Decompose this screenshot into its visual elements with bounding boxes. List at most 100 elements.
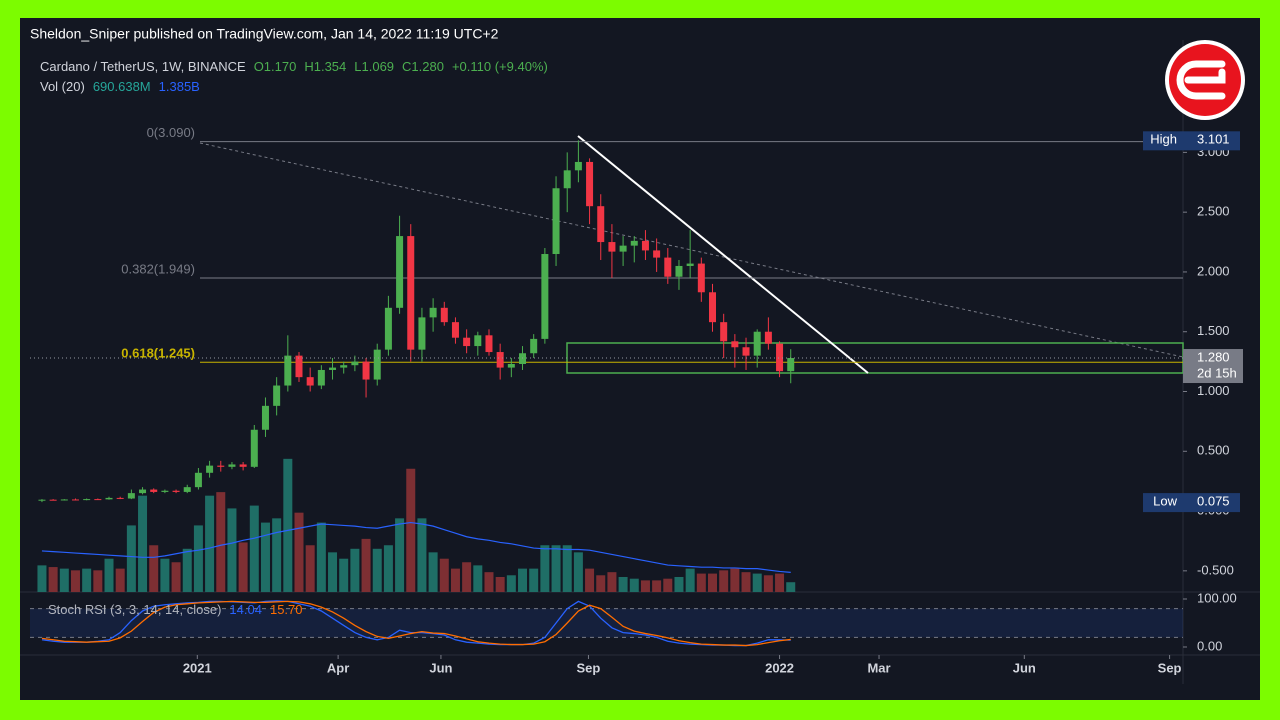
candle-body — [217, 465, 225, 467]
volume-bar — [462, 562, 472, 592]
candle-body — [139, 489, 147, 494]
candle-body — [407, 236, 415, 350]
candle-body — [686, 263, 694, 266]
volume-bar — [685, 568, 695, 592]
ohlc-change: +0.110 (+9.40%) — [452, 59, 548, 74]
volume-legend: Vol (20) 690.638M 1.385B — [40, 79, 200, 94]
candle-body — [250, 429, 258, 467]
x-tick-label: Apr — [327, 660, 349, 675]
volume-bar — [428, 552, 438, 592]
page-title: Sheldon_Sniper published on TradingView.… — [30, 26, 499, 42]
candle-body — [284, 355, 292, 386]
candle-body — [38, 499, 46, 501]
y-tick-label: -0.500 — [1197, 562, 1234, 577]
x-tick-label: Sep — [1158, 660, 1182, 675]
volume-bar — [406, 468, 416, 592]
candle-body — [183, 487, 191, 492]
volume-bar — [495, 576, 505, 592]
candle-body — [742, 347, 750, 356]
stoch-d-line — [41, 600, 791, 647]
candle-body — [429, 307, 437, 318]
volume-bar — [283, 458, 293, 592]
volume-bar — [37, 565, 47, 592]
candle-body — [597, 206, 605, 243]
candle-body — [94, 499, 102, 501]
candle-body — [105, 497, 113, 500]
fib-label: 0(3.090) — [147, 125, 195, 140]
candle-body — [485, 335, 493, 353]
candle-body — [496, 352, 504, 368]
x-tick-label: Jun — [429, 660, 452, 675]
volume-bar — [59, 568, 69, 592]
candle-body — [373, 349, 381, 380]
x-tick-label: Mar — [867, 660, 890, 675]
candle-body — [731, 341, 739, 348]
candle-body — [351, 361, 359, 366]
stoch-tick-label: 100.00 — [1197, 590, 1237, 605]
volume-bar — [149, 545, 159, 592]
y-tick-label: 2.500 — [1197, 204, 1230, 219]
candle-body — [127, 493, 135, 499]
ohlc-low: L1.069 — [354, 59, 394, 74]
volume-bar — [383, 545, 393, 592]
candle-body — [474, 335, 482, 347]
candle-body — [71, 499, 79, 501]
x-tick-label: Sep — [577, 660, 601, 675]
symbol-legend: Cardano / TetherUS, 1W, BINANCE O1.170 H1.… — [40, 59, 548, 74]
candle-body — [574, 161, 582, 171]
candle-body — [563, 170, 571, 189]
volume-bar — [93, 570, 103, 592]
volume-bar — [652, 580, 662, 592]
y-tick-label: 1.000 — [1197, 383, 1230, 398]
high_marker-label: High — [1150, 132, 1177, 147]
volume-bar — [82, 568, 92, 592]
high_marker-value: 3.101 — [1197, 132, 1230, 147]
x-tick-label: 2021 — [183, 660, 212, 675]
volume-bar — [663, 578, 673, 592]
volume-bar — [529, 568, 539, 592]
volume-bar — [182, 548, 192, 592]
volume-name: Vol (20) — [40, 79, 85, 94]
volume-bar — [484, 572, 494, 592]
candle-body — [273, 385, 281, 406]
volume-bar — [171, 562, 181, 592]
volume-bar — [596, 575, 606, 592]
candle-body — [776, 343, 784, 372]
volume-bar — [752, 573, 762, 592]
high_marker-box — [1143, 131, 1240, 151]
candle-body — [83, 499, 91, 501]
candle-body — [340, 365, 348, 368]
candle-body — [675, 265, 683, 277]
candle-body — [764, 331, 772, 344]
x-tick-label: Jun — [1013, 660, 1036, 675]
volume-bar — [205, 495, 215, 592]
y-tick-label: 2.000 — [1197, 263, 1230, 278]
low_marker-value: 0.075 — [1197, 494, 1230, 509]
x-tick-label: 2022 — [765, 660, 794, 675]
volume-bar — [249, 505, 259, 592]
candle-body — [194, 472, 202, 488]
volume-bar — [272, 518, 282, 592]
low_marker-label: Low — [1153, 494, 1177, 509]
candle-body — [608, 242, 616, 252]
volume-bar — [138, 495, 148, 592]
volume-bar — [339, 558, 349, 592]
volume-bar — [640, 580, 650, 592]
candle-body — [720, 322, 728, 342]
volume-bar — [741, 572, 751, 592]
volume-bar — [294, 512, 304, 592]
volume-bar — [238, 542, 248, 592]
volume-bar — [450, 568, 460, 592]
stoch-name: Stoch RSI (3, 3, 14, 14, close) — [48, 602, 221, 617]
volume-bar — [506, 575, 516, 592]
volume-bar — [518, 568, 528, 592]
volume-bar — [70, 570, 80, 592]
fib-label: 0.382(1.949) — [121, 261, 195, 276]
trend-line — [577, 135, 869, 374]
volume-bar — [786, 582, 796, 592]
stoch-tick-label: 0.00 — [1197, 638, 1222, 653]
candle-body — [787, 358, 795, 372]
volume-bar — [708, 573, 718, 592]
candle-body — [161, 490, 169, 492]
